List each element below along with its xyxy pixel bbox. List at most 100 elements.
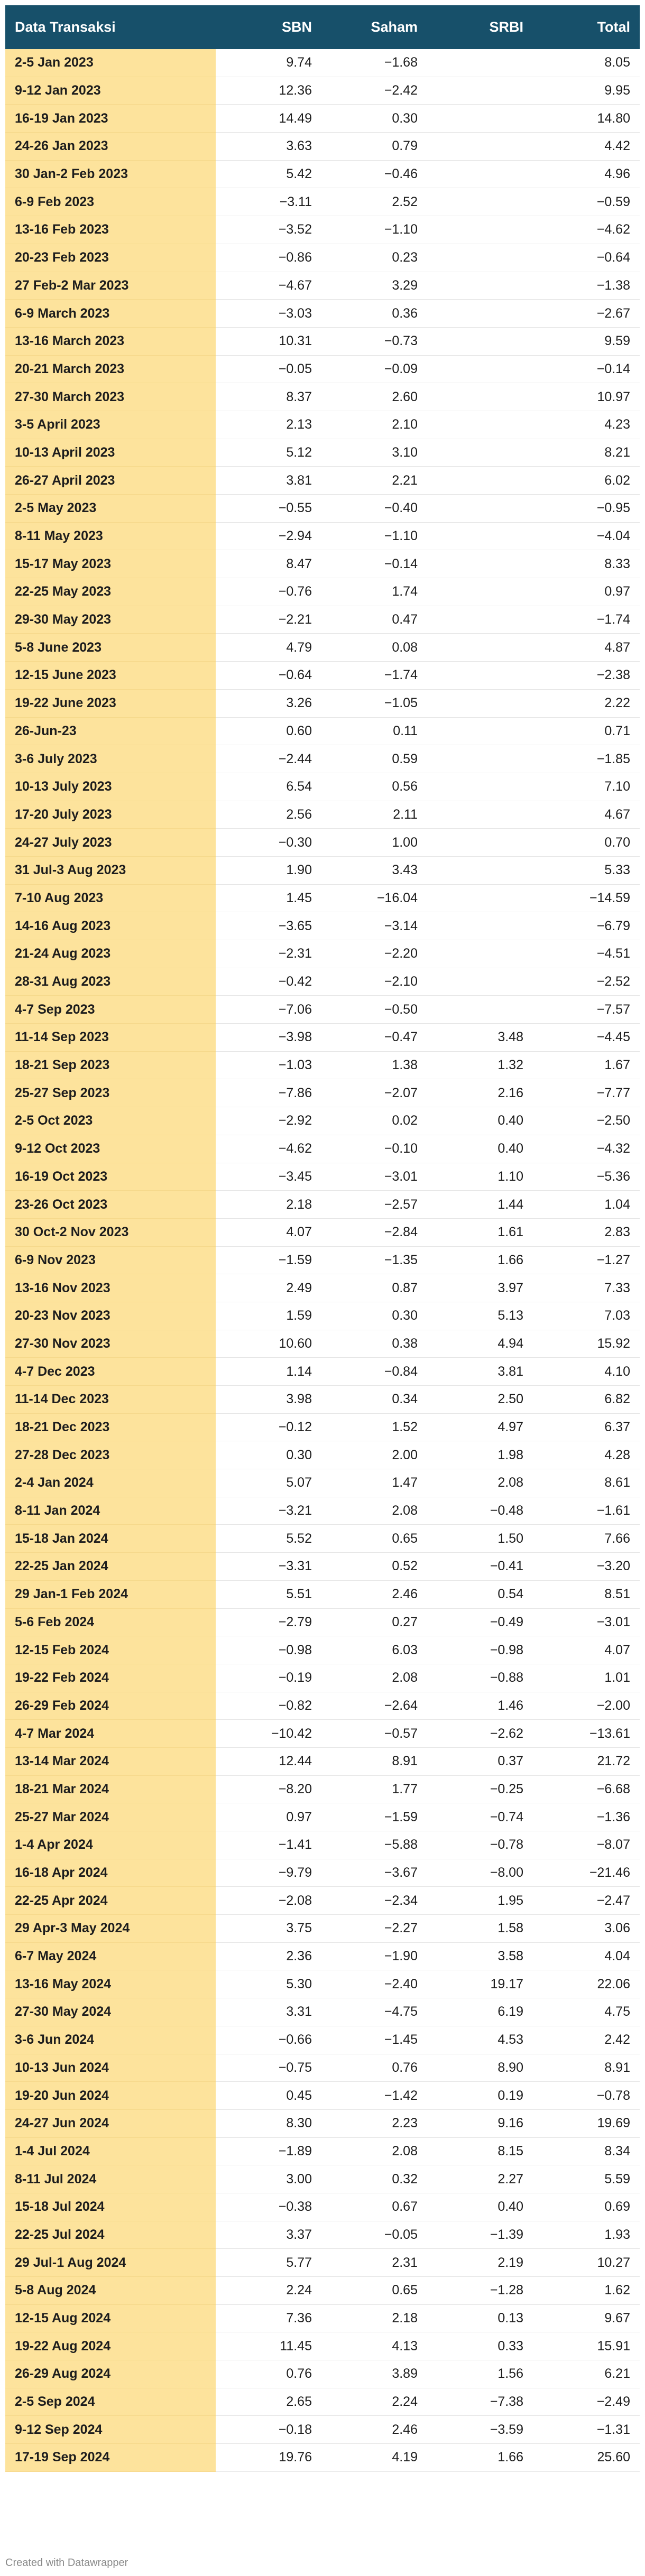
cell-srbi: 3.48 [427,1023,533,1052]
cell-total: 6.21 [533,2360,640,2388]
cell-total: 15.92 [533,1330,640,1358]
cell-sbn: 10.60 [216,1330,321,1358]
cell-sbn: 2.49 [216,1274,321,1302]
cell-srbi: −2.62 [427,1719,533,1748]
cell-saham: 0.32 [321,2165,427,2193]
cell-srbi: 0.13 [427,2304,533,2333]
cell-srbi: 3.58 [427,1942,533,1971]
cell-saham: 1.77 [321,1775,427,1804]
cell-date: 6-7 May 2024 [5,1942,216,1971]
table-row: 9-12 Jan 2023 12.36 −2.42 9.95 [5,77,640,105]
cell-total: 4.04 [533,1942,640,1971]
table-row: 5-6 Feb 2024 −2.79 0.27 −0.49 −3.01 [5,1608,640,1637]
cell-srbi [427,104,533,133]
cell-sbn: 9.74 [216,49,321,77]
table-row: 15-18 Jan 2024 5.52 0.65 1.50 7.66 [5,1524,640,1553]
table-row: 27 Feb-2 Mar 2023 −4.67 3.29 −1.38 [5,272,640,300]
cell-date: 19-20 Jun 2024 [5,2081,216,2110]
cell-date: 18-21 Mar 2024 [5,1775,216,1804]
cell-saham: 3.89 [321,2360,427,2388]
cell-date: 2-5 May 2023 [5,494,216,523]
cell-total: −1.36 [533,1803,640,1831]
cell-saham: −0.14 [321,550,427,579]
cell-saham: −1.42 [321,2081,427,2110]
cell-sbn: −0.86 [216,244,321,272]
table-header: Data Transaksi SBN Saham SRBI Total [5,5,640,49]
cell-sbn: −7.06 [216,995,321,1024]
cell-date: 9-12 Sep 2024 [5,2415,216,2444]
cell-sbn: 1.90 [216,856,321,885]
cell-date: 19-22 June 2023 [5,689,216,718]
table-row: 3-6 July 2023 −2.44 0.59 −1.85 [5,745,640,773]
cell-sbn: −0.66 [216,2026,321,2054]
cell-date: 2-4 Jan 2024 [5,1469,216,1497]
cell-date: 11-14 Dec 2023 [5,1385,216,1414]
cell-saham: −16.04 [321,884,427,913]
table-row: 18-21 Dec 2023 −0.12 1.52 4.97 6.37 [5,1413,640,1442]
table-row: 24-27 July 2023 −0.30 1.00 0.70 [5,828,640,857]
cell-srbi [427,49,533,77]
cell-sbn: −0.42 [216,968,321,996]
cell-sbn: 11.45 [216,2332,321,2361]
table-row: 26-Jun-23 0.60 0.11 0.71 [5,717,640,746]
cell-srbi [427,828,533,857]
cell-date: 11-14 Sep 2023 [5,1023,216,1052]
header-date[interactable]: Data Transaksi [5,5,216,49]
cell-total: 25.60 [533,2443,640,2472]
table-row: 13-16 March 2023 10.31 −0.73 9.59 [5,327,640,356]
cell-date: 12-15 June 2023 [5,661,216,690]
cell-date: 4-7 Sep 2023 [5,995,216,1024]
table-row: 29 Jul-1 Aug 2024 5.77 2.31 2.19 10.27 [5,2248,640,2277]
cell-srbi [427,550,533,579]
cell-saham: 1.00 [321,828,427,857]
data-table: Data Transaksi SBN Saham SRBI Total 2-5 … [5,5,640,2472]
cell-srbi: 2.08 [427,1469,533,1497]
cell-date: 3-6 Jun 2024 [5,2026,216,2054]
cell-sbn: 2.56 [216,801,321,829]
cell-date: 18-21 Dec 2023 [5,1413,216,1442]
table-row: 2-5 Jan 2023 9.74 −1.68 8.05 [5,49,640,77]
cell-total: 3.06 [533,1914,640,1943]
cell-date: 8-11 Jul 2024 [5,2165,216,2193]
header-sbn[interactable]: SBN [216,5,321,49]
cell-date: 8-11 May 2023 [5,522,216,551]
cell-srbi: 1.44 [427,1190,533,1219]
cell-total: −3.01 [533,1608,640,1637]
cell-srbi: 2.19 [427,2248,533,2277]
header-srbi[interactable]: SRBI [427,5,533,49]
cell-date: 16-18 Apr 2024 [5,1859,216,1887]
cell-saham: −5.88 [321,1831,427,1859]
cell-total: 4.23 [533,411,640,439]
cell-srbi: −7.38 [427,2388,533,2416]
cell-date: 12-15 Aug 2024 [5,2304,216,2333]
cell-total: 1.62 [533,2276,640,2305]
table-row: 30 Jan-2 Feb 2023 5.42 −0.46 4.96 [5,160,640,189]
table-row: 25-27 Mar 2024 0.97 −1.59 −0.74 −1.36 [5,1803,640,1831]
cell-saham: −1.90 [321,1942,427,1971]
cell-srbi [427,355,533,384]
cell-date: 15-18 Jul 2024 [5,2193,216,2221]
table-row: 27-28 Dec 2023 0.30 2.00 1.98 4.28 [5,1441,640,1470]
cell-srbi [427,272,533,300]
cell-total: −6.68 [533,1775,640,1804]
cell-sbn: 2.24 [216,2276,321,2305]
header-saham[interactable]: Saham [321,5,427,49]
table-row: 17-19 Sep 2024 19.76 4.19 1.66 25.60 [5,2443,640,2472]
cell-total: 0.70 [533,828,640,857]
cell-date: 13-16 May 2024 [5,1970,216,1999]
cell-srbi [427,494,533,523]
cell-srbi [427,522,533,551]
table-row: 12-15 Feb 2024 −0.98 6.03 −0.98 4.07 [5,1636,640,1664]
cell-srbi [427,689,533,718]
cell-total: −1.74 [533,606,640,634]
cell-total: 19.69 [533,2109,640,2138]
cell-total: 1.01 [533,1664,640,1692]
cell-date: 14-16 Aug 2023 [5,912,216,940]
cell-saham: 0.36 [321,299,427,328]
cell-total: 5.33 [533,856,640,885]
header-total[interactable]: Total [533,5,640,49]
cell-sbn: −1.41 [216,1831,321,1859]
cell-saham: 0.34 [321,1385,427,1414]
cell-date: 24-27 Jun 2024 [5,2109,216,2138]
cell-srbi: 1.10 [427,1163,533,1191]
